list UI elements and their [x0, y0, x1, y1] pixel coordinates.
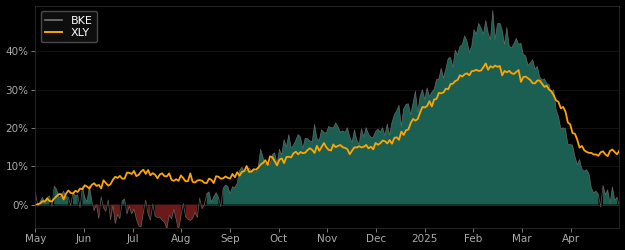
Legend: BKE, XLY: BKE, XLY	[41, 11, 98, 42]
